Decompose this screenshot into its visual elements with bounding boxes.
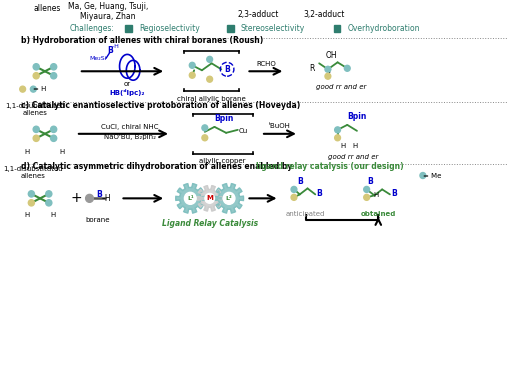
Circle shape	[46, 200, 52, 206]
Text: good rr and er: good rr and er	[316, 84, 367, 90]
Text: obtained: obtained	[360, 211, 396, 217]
Bar	[227, 25, 234, 32]
Text: B: B	[297, 177, 303, 186]
Circle shape	[223, 192, 235, 204]
Text: H: H	[50, 212, 55, 218]
Polygon shape	[176, 184, 205, 213]
Circle shape	[291, 194, 297, 200]
Text: CuCl, chiral NHC: CuCl, chiral NHC	[101, 124, 159, 130]
Text: 3,2-adduct: 3,2-adduct	[303, 10, 345, 19]
Circle shape	[207, 76, 212, 82]
Text: L¹: L¹	[187, 196, 194, 201]
Bar	[334, 25, 340, 32]
Circle shape	[202, 125, 208, 131]
Circle shape	[207, 56, 212, 62]
Text: = H: = H	[33, 86, 47, 92]
Circle shape	[205, 194, 215, 203]
Text: d) Catalytic asymmetric dihydroboration of allenes enabled by: d) Catalytic asymmetric dihydroboration …	[20, 162, 295, 171]
Text: Ma, Ge, Huang, Tsuji,
Miyaura, Zhan: Ma, Ge, Huang, Tsuji, Miyaura, Zhan	[68, 2, 148, 22]
Text: Bpin: Bpin	[347, 113, 367, 121]
Circle shape	[20, 86, 26, 92]
Text: B: B	[96, 190, 102, 199]
Text: H: H	[25, 149, 30, 155]
Text: chiral allylic borane: chiral allylic borane	[177, 96, 246, 102]
Circle shape	[33, 73, 39, 79]
Circle shape	[364, 187, 370, 192]
Text: Challenges:: Challenges:	[69, 24, 114, 33]
Text: good rr and er: good rr and er	[328, 154, 378, 160]
Circle shape	[86, 194, 93, 202]
Text: borane: borane	[85, 217, 110, 223]
Polygon shape	[197, 185, 222, 211]
Circle shape	[51, 64, 57, 70]
Circle shape	[335, 127, 340, 133]
Text: B: B	[368, 177, 373, 186]
Text: M: M	[206, 195, 213, 201]
Text: ᵗBuOH: ᵗBuOH	[268, 123, 290, 129]
Text: allenes: allenes	[33, 4, 61, 13]
Circle shape	[51, 135, 57, 141]
Text: B: B	[316, 189, 322, 198]
Circle shape	[51, 73, 57, 79]
Text: Overhydroboration: Overhydroboration	[347, 24, 420, 33]
Text: RCHO: RCHO	[256, 61, 276, 67]
Polygon shape	[215, 184, 244, 213]
Text: L²: L²	[226, 196, 232, 201]
Circle shape	[28, 191, 34, 197]
Text: H: H	[352, 143, 358, 149]
Text: ligand relay catalysis (our design): ligand relay catalysis (our design)	[256, 162, 404, 171]
Circle shape	[345, 65, 350, 71]
Circle shape	[33, 135, 39, 141]
Text: allylic copper: allylic copper	[199, 157, 246, 164]
Bar	[125, 25, 132, 32]
Text: Cu: Cu	[239, 128, 248, 134]
Circle shape	[28, 200, 34, 206]
Text: Me₂Si: Me₂Si	[90, 56, 107, 61]
Circle shape	[33, 126, 39, 132]
Circle shape	[325, 73, 331, 79]
Circle shape	[189, 62, 195, 68]
Text: –H: –H	[101, 194, 111, 203]
Text: Bpin: Bpin	[215, 114, 234, 123]
Text: c) Catalytic enantioselective protoboration of allenes (Hoveyda): c) Catalytic enantioselective protoborat…	[20, 101, 300, 109]
Text: H: H	[60, 149, 65, 155]
Text: 1,1-disubstituted
allenes: 1,1-disubstituted allenes	[4, 166, 63, 179]
Text: R: R	[310, 64, 315, 73]
Circle shape	[420, 172, 426, 179]
Text: B: B	[107, 46, 113, 55]
Text: Stereoselectivity: Stereoselectivity	[241, 24, 305, 33]
Circle shape	[51, 126, 57, 132]
Text: b) Hydroboration of allenes with chiral boranes (Roush): b) Hydroboration of allenes with chiral …	[20, 36, 263, 45]
Circle shape	[364, 194, 370, 200]
Text: H: H	[25, 212, 30, 218]
Text: 1,1-disubstituted
allenes: 1,1-disubstituted allenes	[6, 104, 65, 116]
Text: 2,3-adduct: 2,3-adduct	[238, 10, 279, 19]
Circle shape	[46, 191, 52, 197]
Circle shape	[325, 66, 331, 72]
Text: NaOᵗBu, B₂pin₂: NaOᵗBu, B₂pin₂	[104, 133, 156, 140]
Circle shape	[291, 187, 297, 192]
Circle shape	[189, 72, 195, 78]
Text: anticipated: anticipated	[286, 211, 325, 217]
Circle shape	[184, 192, 196, 204]
Text: = Me: = Me	[423, 172, 442, 179]
Text: H: H	[341, 143, 346, 149]
Text: OH: OH	[326, 51, 337, 60]
Circle shape	[335, 135, 340, 141]
Text: HB(ᵈIpc)₂: HB(ᵈIpc)₂	[110, 89, 145, 96]
Text: Regioselectivity: Regioselectivity	[139, 24, 200, 33]
Text: B: B	[224, 65, 230, 74]
Circle shape	[33, 64, 39, 70]
Text: H: H	[374, 192, 379, 199]
Text: or: or	[124, 81, 131, 87]
Text: Ligand Relay Catalysis: Ligand Relay Catalysis	[162, 218, 258, 228]
Text: B: B	[391, 189, 397, 198]
Circle shape	[30, 86, 36, 92]
Text: –H: –H	[112, 44, 120, 49]
Text: +: +	[70, 191, 82, 205]
Circle shape	[202, 135, 208, 141]
